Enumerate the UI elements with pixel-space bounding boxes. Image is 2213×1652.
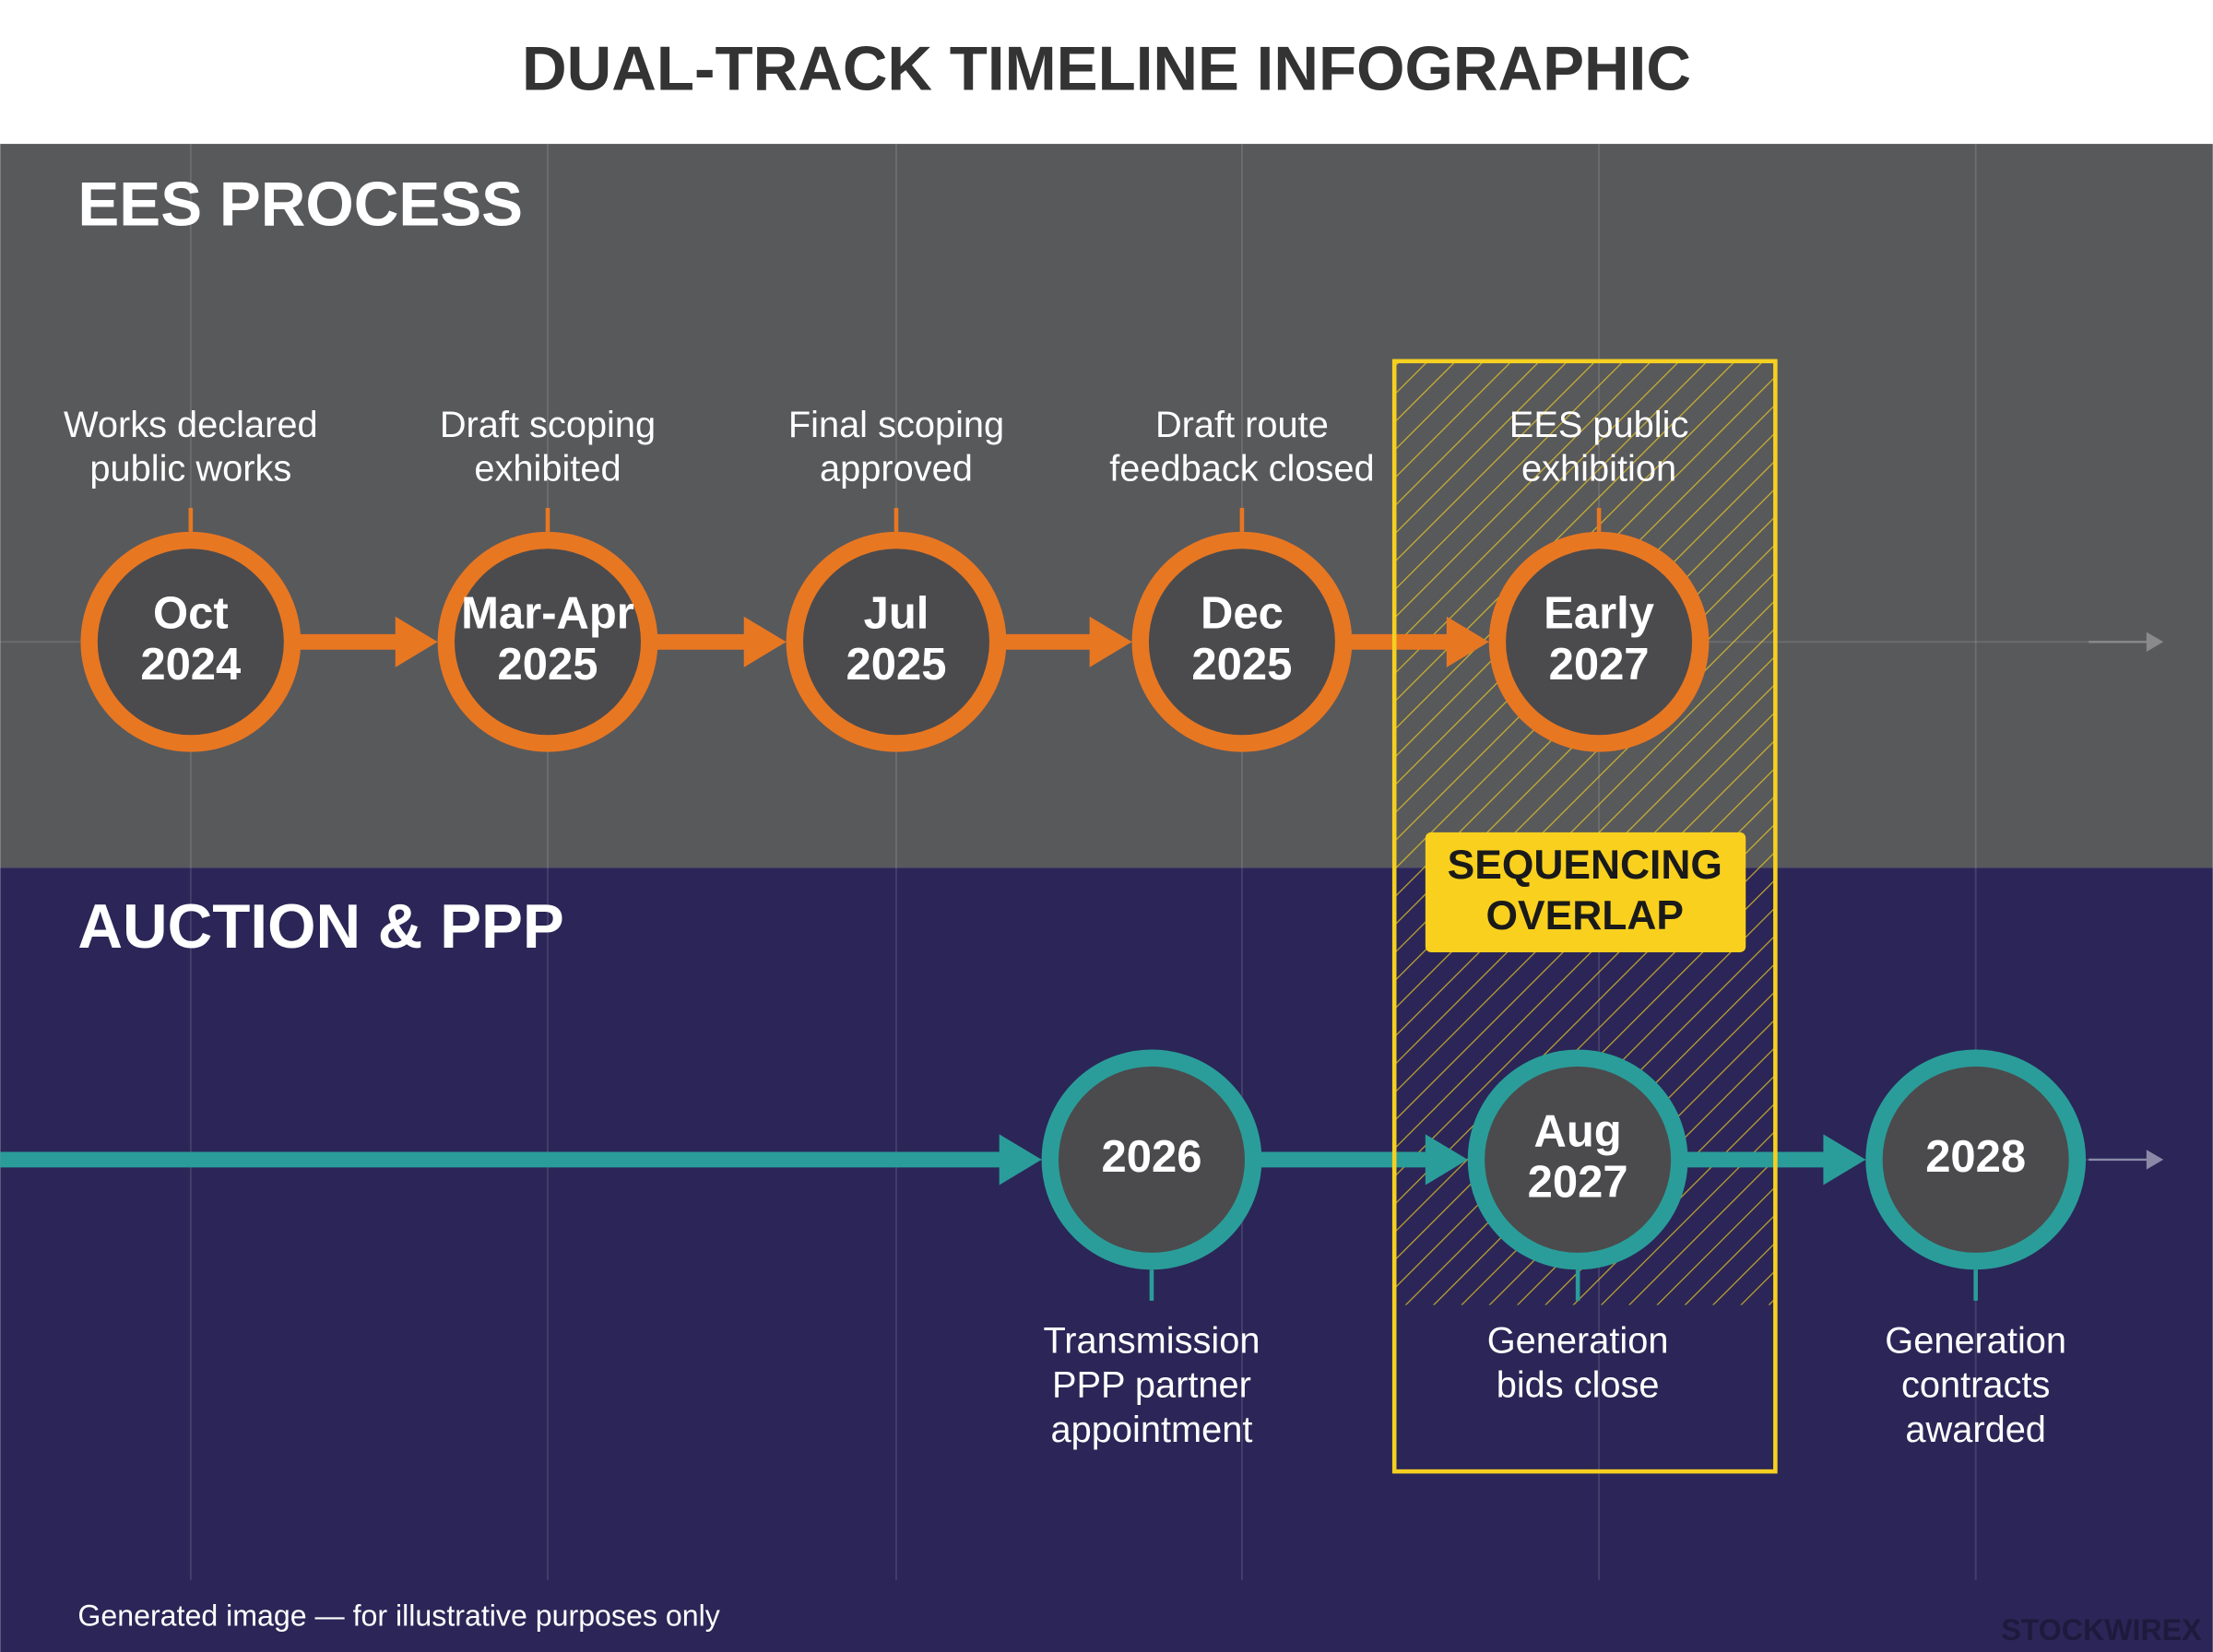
milestone-date: Aug xyxy=(1534,1106,1622,1156)
overlap-label: SEQUENCING xyxy=(1448,843,1722,888)
milestone-label: public works xyxy=(89,449,291,490)
arrow-head xyxy=(743,616,787,667)
milestone-date: 2028 xyxy=(1925,1132,2026,1182)
milestone-label: awarded xyxy=(1905,1410,2046,1450)
milestone-date: 2027 xyxy=(1528,1157,1628,1207)
milestone-date: 2025 xyxy=(498,640,598,690)
ees-panel xyxy=(0,144,2213,868)
milestone-label: exhibition xyxy=(1521,449,1676,490)
milestone-label: Draft scoping xyxy=(440,405,656,445)
milestone-date: 2027 xyxy=(1549,640,1650,690)
axis-arrow xyxy=(2146,631,2164,653)
arrow-head xyxy=(395,616,438,667)
arrow-head xyxy=(1823,1134,1866,1186)
milestone-date: Early xyxy=(1544,589,1654,639)
milestone-label: Transmission xyxy=(1043,1320,1260,1361)
milestone-label: EES public xyxy=(1509,405,1689,445)
milestone-date: 2025 xyxy=(1191,640,1292,690)
milestone-label: approved xyxy=(820,449,973,490)
milestone-date: 2025 xyxy=(846,640,947,690)
milestone-date: 2024 xyxy=(140,640,241,690)
milestone-label: Generation xyxy=(1487,1320,1669,1361)
milestone-node xyxy=(80,531,302,752)
track-title: AUCTION & PPP xyxy=(77,892,563,962)
milestone-label: bids close xyxy=(1497,1365,1660,1406)
arrow-head xyxy=(1425,1134,1468,1186)
milestone-node xyxy=(786,531,1007,752)
milestone-node xyxy=(437,531,658,752)
title-bar xyxy=(0,0,2213,145)
milestone-node xyxy=(1467,1049,1688,1270)
milestone-date: Dec xyxy=(1201,589,1284,639)
milestone-date: Jul xyxy=(864,589,929,639)
milestone-node xyxy=(1865,1049,2087,1270)
watermark: STOCKWIREX xyxy=(2001,1613,2202,1646)
milestone-date: 2026 xyxy=(1102,1132,1202,1182)
milestone-label: appointment xyxy=(1051,1410,1253,1450)
milestone-date: Oct xyxy=(153,589,229,639)
overlap-box xyxy=(1391,359,1778,1474)
milestone-node xyxy=(1488,531,1710,752)
milestone-label: contracts xyxy=(1901,1365,2050,1406)
arrow-head xyxy=(999,1134,1042,1186)
milestone-label: exhibited xyxy=(474,449,621,490)
footer: Generated image — for illustrative purpo… xyxy=(77,1599,719,1633)
milestone-label: Generation xyxy=(1885,1320,2066,1361)
milestone-label: Works declared xyxy=(64,405,318,445)
overlap-label: OVERLAP xyxy=(1486,893,1684,938)
milestone-label: Final scoping xyxy=(788,405,1004,445)
overlap-badge xyxy=(1425,832,1746,952)
milestone-label: feedback closed xyxy=(1109,449,1374,490)
axis-arrow xyxy=(2146,1150,2164,1170)
track-title: EES PROCESS xyxy=(77,170,523,239)
milestone-label: PPP partner xyxy=(1052,1365,1251,1406)
arrow-head xyxy=(1089,616,1132,667)
milestone-node xyxy=(1041,1049,1262,1270)
milestone-date: Mar-Apr xyxy=(461,589,634,639)
milestone-label: Draft route xyxy=(1155,405,1329,445)
arrow-head xyxy=(1446,616,1489,667)
title: DUAL-TRACK TIMELINE INFOGRAPHIC xyxy=(522,34,1691,103)
milestone-node xyxy=(1131,531,1353,752)
